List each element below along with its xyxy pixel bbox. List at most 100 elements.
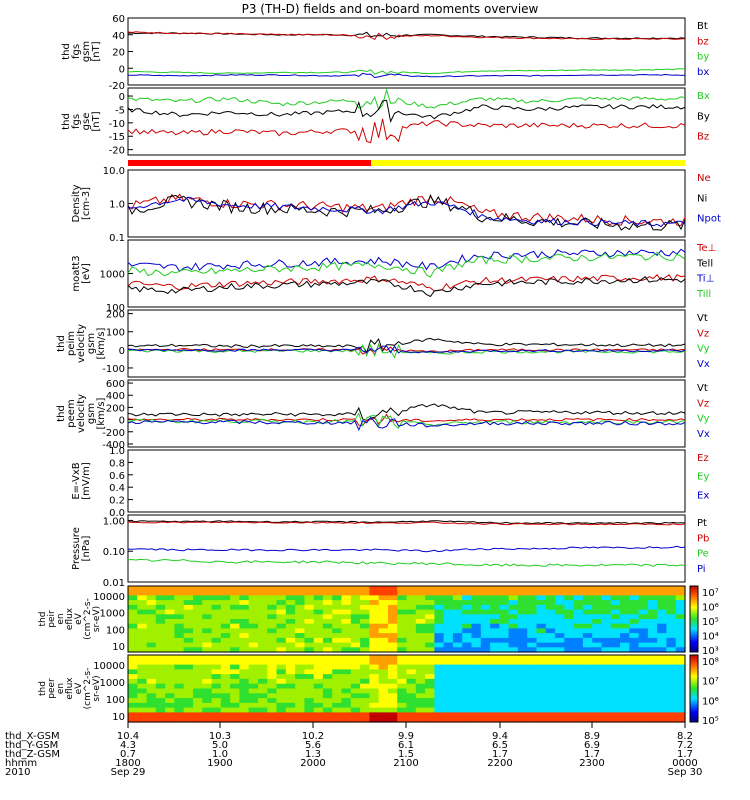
y-tick-label: 0.01 (103, 578, 125, 589)
spectrogram-cell (350, 647, 361, 653)
spectrogram-cell (202, 698, 213, 704)
spectrogram-cell (480, 717, 491, 723)
spectrogram-cell (304, 637, 315, 644)
spectrogram-cell (174, 688, 185, 694)
spectrogram-axis-label: en (56, 613, 66, 624)
spectrogram-cell (666, 647, 677, 653)
spectrogram-cell (239, 619, 250, 625)
spectrogram-cell (295, 595, 305, 601)
spectrogram-cell (397, 614, 408, 620)
spectrogram-cell (490, 637, 500, 644)
series-line-2-0 (127, 193, 686, 227)
spectrogram-cell (434, 674, 445, 680)
spectrogram-cell (137, 623, 148, 629)
spectrogram-cell (675, 628, 686, 634)
spectrogram-cell (657, 586, 667, 592)
spectrogram-cell (555, 647, 565, 653)
spectrogram-cell (517, 674, 528, 680)
spectrogram-cell (322, 604, 333, 611)
spectrogram-cell (350, 669, 361, 675)
spectrogram-cell (220, 655, 231, 661)
spectrogram-cell (174, 590, 185, 596)
y-axis-label: thd (61, 43, 72, 60)
spectrogram-cell (193, 637, 203, 644)
spectrogram-cell (285, 674, 296, 680)
spectrogram-cell (369, 678, 380, 685)
spectrogram-cell (146, 707, 157, 713)
spectrogram-axis-label: thd (38, 681, 48, 696)
spectrogram-cell (397, 604, 408, 611)
spectrogram-cell (592, 688, 603, 694)
spectrogram-cell (369, 619, 380, 625)
spectrogram-cell (230, 674, 240, 680)
spectrogram-cell (666, 600, 677, 606)
spectrogram-cell (332, 609, 343, 615)
spectrogram-cell (490, 633, 500, 639)
spectrogram-cell (666, 702, 677, 709)
spectrogram-cell (620, 702, 630, 709)
spectrogram-cell (369, 609, 380, 615)
spectrogram-cell (434, 586, 445, 592)
spectrogram-cell (582, 595, 593, 601)
spectrogram-cell (536, 683, 547, 690)
spectrogram-cell (248, 707, 259, 713)
spectrogram-cell (508, 642, 519, 648)
spectrogram-cell (350, 614, 361, 620)
spectrogram-cell (527, 614, 538, 620)
spectrogram-cell (360, 678, 370, 685)
spectrogram-cell (387, 664, 398, 670)
spectrogram-cell (675, 707, 686, 713)
spectrogram-cell (313, 678, 324, 685)
spectrogram-cell (267, 678, 278, 685)
spectrogram-cell (675, 678, 686, 685)
spectrogram-cell (564, 702, 575, 709)
spectrogram-cell (313, 702, 324, 709)
spectrogram-cell (629, 628, 640, 634)
spectrogram-cell (480, 628, 491, 634)
spectrogram-cell (675, 619, 686, 625)
spectrogram-cell (425, 647, 435, 653)
spectrogram-cell (527, 586, 538, 592)
spectrogram-cell (647, 678, 658, 685)
spectrogram-cell (146, 693, 157, 699)
spectrogram-cell (341, 683, 352, 690)
spectrogram-cell (341, 647, 352, 653)
spectrogram-cell (415, 595, 426, 601)
spectrogram-cell (406, 683, 417, 690)
spectrogram-cell (592, 600, 603, 606)
spectrogram-cell (341, 642, 352, 648)
spectrogram-cell (601, 642, 612, 648)
spectrogram-cell (193, 600, 203, 606)
spectrogram-cell (378, 655, 389, 661)
spectrogram-cell (647, 674, 658, 680)
spectrogram-cell (174, 702, 185, 709)
spectrogram-cell (620, 693, 630, 699)
spectrogram-cell (183, 642, 194, 648)
spectrogram-cell (350, 664, 361, 670)
spectrogram-cell (434, 669, 445, 675)
y-axis-label: gse (81, 113, 92, 131)
spectrogram-cell (202, 674, 213, 680)
spectrogram-cell (128, 664, 138, 670)
spectrogram-cell (267, 659, 278, 666)
spectrogram-cell (517, 683, 528, 690)
spectrogram-cell (592, 655, 603, 661)
spectrogram-cell (508, 623, 519, 629)
spectrogram-cell (332, 619, 343, 625)
spectrogram-cell (230, 712, 240, 718)
spectrogram-cell (508, 698, 519, 704)
spectrogram-cell (527, 619, 538, 625)
spectrogram-cell (471, 688, 482, 694)
spectrogram-cell (332, 595, 343, 601)
spectrogram-cell (220, 590, 231, 596)
spectrogram-cell (462, 655, 473, 661)
spectrogram-cell (471, 707, 482, 713)
spectrogram-cell (313, 600, 324, 606)
spectrogram-cell (304, 674, 315, 680)
x-tick-label: 6.1 (398, 740, 414, 751)
spectrogram-cell (378, 669, 389, 675)
spectrogram-cell (332, 655, 343, 661)
spectrogram-cell (128, 659, 138, 666)
spectrogram-cell (137, 604, 148, 611)
spectrogram-cell (573, 628, 584, 634)
